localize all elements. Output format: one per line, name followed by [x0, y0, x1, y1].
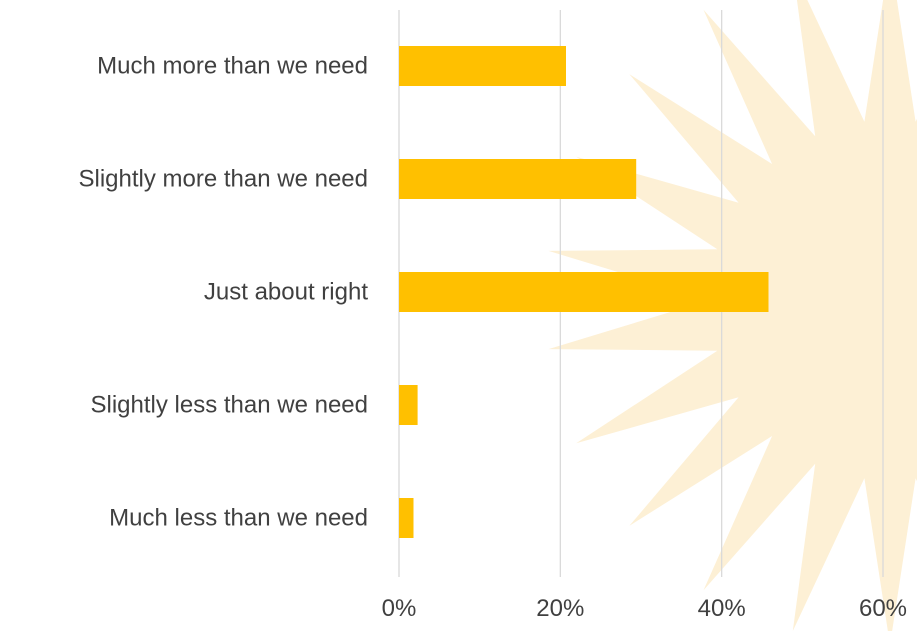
x-axis-tick-labels: 0% 20% 40% 60% — [382, 595, 907, 622]
x-tick-label-1: 20% — [536, 595, 584, 622]
bar-0 — [399, 46, 566, 86]
category-label-0: Much more than we need — [97, 53, 368, 80]
bar-4 — [399, 498, 414, 538]
category-label-4: Much less than we need — [109, 505, 368, 532]
bar-3 — [399, 385, 418, 425]
bar-1 — [399, 159, 636, 199]
x-tick-label-3: 60% — [859, 595, 907, 622]
category-label-2: Just about right — [204, 279, 368, 306]
category-label-3: Slightly less than we need — [91, 392, 369, 419]
x-tick-label-0: 0% — [382, 595, 417, 622]
bar-2 — [399, 272, 769, 312]
starburst-icon — [549, 0, 917, 631]
starburst-shape — [549, 0, 917, 631]
x-tick-label-2: 40% — [698, 595, 746, 622]
category-labels: Much more than we need Slightly more than… — [79, 53, 369, 532]
category-label-1: Slightly more than we need — [79, 166, 369, 193]
